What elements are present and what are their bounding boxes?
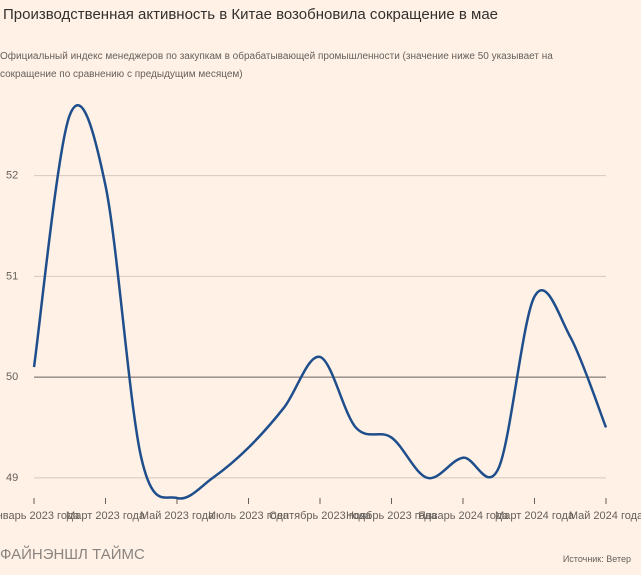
y-tick-label: 52 bbox=[6, 170, 18, 182]
x-tick-label: Май 2024 года bbox=[569, 510, 641, 522]
y-tick-label: 50 bbox=[6, 371, 18, 383]
x-tick-label: Март 2024 года bbox=[495, 510, 575, 522]
x-tick-label: Май 2023 года bbox=[140, 510, 215, 522]
line bbox=[32, 104, 608, 500]
y-tick-label: 49 bbox=[6, 472, 18, 484]
chart-title: Производственная активность в Китае возо… bbox=[3, 6, 499, 23]
x-tick-label: Июль 2023 года bbox=[208, 510, 290, 522]
source: Источник: Ветер bbox=[562, 554, 631, 564]
x-tick-label: Январь 2024 года bbox=[418, 510, 509, 522]
chart-subtitle: Официальный индекс менеджеров по закупка… bbox=[0, 51, 553, 80]
x-tick-label: Март 2023 года bbox=[66, 510, 146, 522]
y-tick-label: 51 bbox=[6, 270, 18, 282]
x-tick-label: Январь 2023 года bbox=[0, 510, 80, 522]
brand: ФАЙНЭНШЛ ТАЙМС bbox=[0, 546, 145, 563]
x-tick-label: Ноябрь 2023 года bbox=[346, 510, 438, 522]
x-tick-label: Сентябрь 2023 года bbox=[269, 510, 372, 522]
